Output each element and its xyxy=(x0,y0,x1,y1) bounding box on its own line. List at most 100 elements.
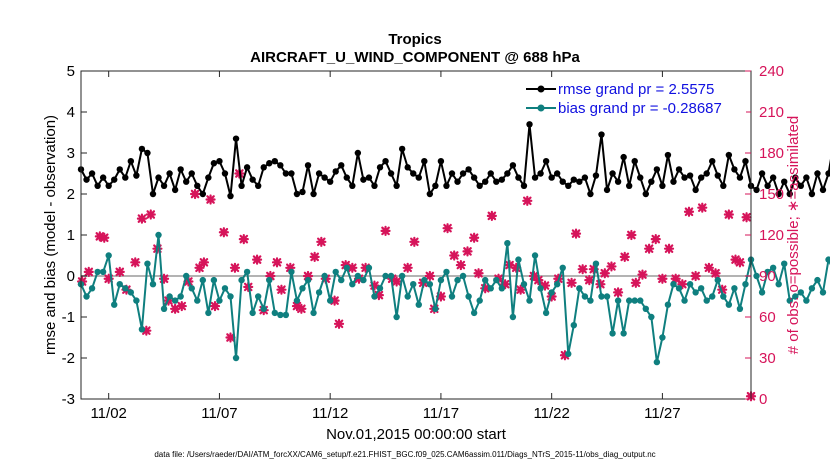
bias-point xyxy=(697,285,705,292)
bias-point xyxy=(199,276,207,284)
y-tick-label-right: 0 xyxy=(759,391,767,408)
rmse-point xyxy=(487,170,494,177)
obs-point xyxy=(630,277,641,288)
bias-point xyxy=(205,309,212,317)
obs-point xyxy=(136,213,148,224)
rmse-point xyxy=(448,170,456,177)
obs-point-glyph xyxy=(511,262,522,273)
obs-point xyxy=(83,266,94,277)
obs-point-glyph xyxy=(546,291,557,302)
rmse-point xyxy=(465,166,472,173)
x-tick-label: 11/22 xyxy=(533,405,569,422)
obs-point xyxy=(473,268,484,279)
rmse-point xyxy=(338,162,345,169)
rmse-point xyxy=(620,153,627,161)
rmse-point xyxy=(598,131,605,138)
bias-point xyxy=(598,293,605,300)
bias-point xyxy=(227,293,234,300)
rmse-point xyxy=(714,172,721,179)
obs-point xyxy=(644,243,655,254)
obs-point-glyph xyxy=(94,231,105,242)
bias-point xyxy=(393,313,400,321)
obs-point xyxy=(515,284,526,295)
obs-point xyxy=(145,209,156,220)
obs-point xyxy=(663,243,675,254)
obs-point xyxy=(528,270,540,282)
obs-point xyxy=(455,259,466,271)
obs-point xyxy=(723,209,734,220)
rmse-point xyxy=(753,186,760,194)
bias-point xyxy=(426,281,434,288)
obs-point xyxy=(251,254,263,265)
rmse-point xyxy=(758,170,766,177)
bias-point xyxy=(576,285,583,292)
bias-point xyxy=(520,281,528,288)
obs-point xyxy=(741,212,752,223)
bias-point xyxy=(493,276,500,284)
obs-point-glyph xyxy=(209,300,221,312)
obs-point-glyph xyxy=(333,318,345,329)
rmse-point xyxy=(221,170,229,177)
obs-point-glyph xyxy=(373,290,385,301)
x-tick-label: 11/17 xyxy=(423,405,459,422)
obs-point-glyph xyxy=(198,257,210,268)
obs-point-glyph xyxy=(480,283,491,294)
rmse-point xyxy=(769,174,777,181)
rmse-point xyxy=(127,158,135,165)
rmse-point xyxy=(675,166,683,173)
obs-point-glyph xyxy=(588,264,599,275)
obs-point-glyph xyxy=(584,275,595,286)
y-tick-label-left: -3 xyxy=(62,391,75,408)
rmse-point xyxy=(332,168,339,175)
bias-point xyxy=(470,309,478,317)
bias-point xyxy=(310,309,317,317)
rmse-point xyxy=(271,158,279,165)
y-tick-label-right: 150 xyxy=(759,186,784,203)
rmse-point xyxy=(609,170,616,177)
bias-point xyxy=(321,272,328,280)
rmse-point xyxy=(398,145,406,153)
bias-point xyxy=(122,285,129,292)
bias-point xyxy=(221,285,229,292)
rmse-point xyxy=(470,174,478,181)
bias-point xyxy=(421,276,428,284)
obs-point xyxy=(730,254,741,265)
rmse-point xyxy=(382,158,389,165)
obs-point-glyph xyxy=(225,332,236,343)
bias-point xyxy=(482,276,489,284)
obs-point-glyph xyxy=(265,270,276,282)
obs-point-glyph xyxy=(599,268,610,279)
bias-point xyxy=(825,256,830,263)
bias-point xyxy=(277,311,284,319)
rmse-point xyxy=(111,176,118,183)
obs-point-glyph xyxy=(271,257,283,268)
bias-point xyxy=(736,305,744,312)
bias-point xyxy=(410,281,417,288)
obs-point xyxy=(194,262,205,273)
legend-rmse-marker xyxy=(537,85,545,93)
rmse-point xyxy=(664,151,672,159)
chart-title: Tropics xyxy=(388,31,441,48)
bias-point xyxy=(210,276,218,284)
y-tick-label-left: 1 xyxy=(67,227,75,244)
rmse-point xyxy=(349,182,356,189)
obs-point xyxy=(170,303,181,314)
bias-point xyxy=(249,309,256,317)
obs-point-glyph xyxy=(285,262,296,273)
bias-point xyxy=(133,297,140,304)
obs-point-glyph xyxy=(469,232,480,243)
obs-point xyxy=(599,268,610,279)
bias-point xyxy=(764,268,771,276)
obs-point xyxy=(130,257,141,268)
obs-point xyxy=(577,264,588,275)
obs-point xyxy=(94,231,105,242)
rmse-point xyxy=(160,182,168,189)
bias-point xyxy=(266,276,273,284)
chart-subtitle: AIRCRAFT_U_WIND_COMPONENT @ 688 hPa xyxy=(250,49,580,66)
obs-point-glyph xyxy=(176,300,187,312)
bias-point xyxy=(731,285,738,292)
bias-point xyxy=(398,272,406,280)
obs-point-glyph xyxy=(619,251,630,262)
bias-point xyxy=(443,268,450,276)
obs-point-glyph xyxy=(114,266,125,277)
